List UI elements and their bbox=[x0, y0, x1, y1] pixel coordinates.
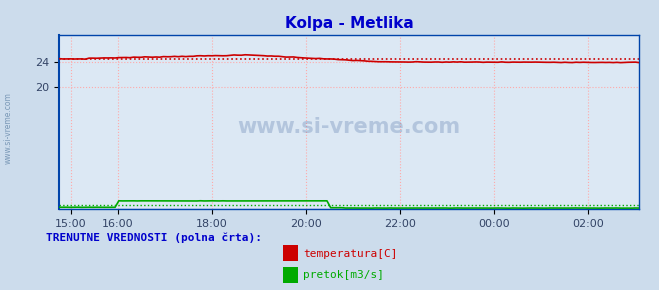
Title: Kolpa - Metlika: Kolpa - Metlika bbox=[285, 16, 414, 31]
Text: temperatura[C]: temperatura[C] bbox=[303, 249, 397, 259]
Text: pretok[m3/s]: pretok[m3/s] bbox=[303, 271, 384, 280]
Text: www.si-vreme.com: www.si-vreme.com bbox=[238, 117, 461, 137]
Text: www.si-vreme.com: www.si-vreme.com bbox=[3, 92, 13, 164]
Text: TRENUTNE VREDNOSTI (polna črta):: TRENUTNE VREDNOSTI (polna črta): bbox=[46, 232, 262, 243]
